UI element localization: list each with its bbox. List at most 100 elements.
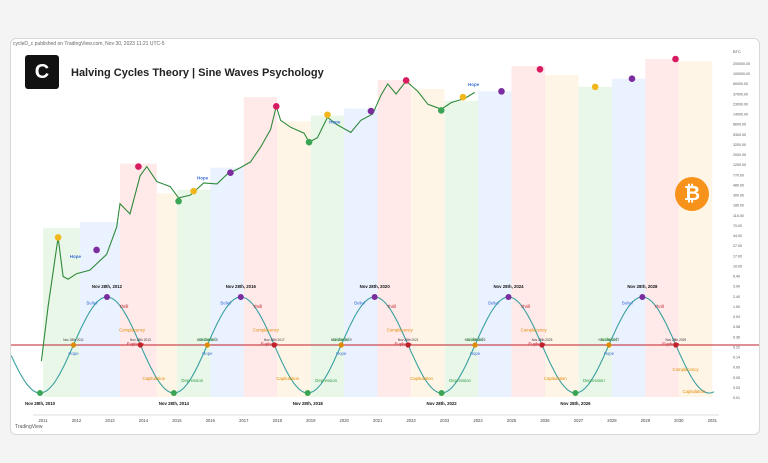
y-tick-label: 0.09 — [733, 366, 740, 370]
bitcoin-icon: ₿ — [675, 177, 709, 211]
cycle-band-9 — [344, 108, 378, 397]
crossing-label: Nov 28th 2013 — [130, 338, 151, 342]
baseline-crossing-dot — [472, 342, 478, 348]
phase-label: Euphoria — [127, 341, 145, 346]
y-tick-label: 300.00 — [733, 194, 744, 198]
crossing-label: Nov 28th 2017 — [264, 338, 285, 342]
sine-trough-dot — [170, 390, 177, 396]
cycle-band-10 — [377, 80, 412, 397]
cycle-band-5 — [210, 167, 244, 397]
phase-label: Hope — [68, 351, 79, 356]
phase-label: Thrill — [521, 304, 530, 309]
y-tick-label: 3.90 — [733, 285, 740, 289]
x-tick-label: 2025 — [507, 418, 517, 423]
baseline-crossing-dot — [271, 342, 277, 348]
y-tick-label: 0.58 — [733, 325, 740, 329]
y-tick-label: 17.00 — [733, 254, 742, 258]
x-tick-label: 2018 — [273, 418, 283, 423]
y-tick-label: 2.40 — [733, 295, 740, 299]
crossing-label: Nov 28th 2015 — [197, 338, 218, 342]
x-tick-label: 2029 — [641, 418, 651, 423]
y-tick-label: 1.50 — [733, 305, 740, 309]
cycle-band-18 — [645, 59, 679, 397]
phase-label: Hope — [604, 351, 615, 356]
cycle-band-19 — [678, 61, 713, 397]
phase-label: Euphoria — [528, 341, 546, 346]
y-tick-label: 5300.00 — [733, 133, 746, 137]
y-tick-label: 1250.00 — [733, 163, 746, 167]
baseline-crossing-dot — [137, 342, 144, 348]
phase-label: Hope — [470, 351, 481, 356]
peak-date-label: Nov 28th, 2016 — [226, 284, 257, 289]
x-tick-label: 2019 — [306, 418, 316, 423]
cycle-marker-dot — [324, 111, 331, 119]
x-tick-label: 2020 — [340, 418, 350, 423]
cycle-marker-dot — [305, 138, 313, 146]
cycle-marker-dot — [190, 187, 197, 195]
phase-label: Belief — [87, 301, 99, 306]
baseline-crossing-dot — [204, 342, 210, 348]
bitcoin-symbol: ₿ — [683, 183, 701, 205]
price-hope-label: Hope — [197, 175, 209, 180]
x-tick-label: 2026 — [540, 418, 550, 423]
sine-peak-dot — [371, 294, 378, 300]
sine-trough-dot — [438, 390, 445, 396]
phase-label: Complacency — [119, 328, 146, 333]
y-tick-label: 100000.00 — [733, 72, 750, 76]
crossing-label: Nov 28th 2027 — [599, 338, 620, 342]
crossing-label: Nov 28th 2025 — [532, 338, 553, 342]
y-tick-label: 0.05 — [733, 376, 740, 380]
x-tick-label: 2014 — [139, 418, 149, 423]
phase-label: Capitulation — [410, 376, 433, 381]
phase-label: Euphoria — [662, 341, 680, 346]
cycle-band-3 — [156, 193, 177, 397]
phase-label: Thrill — [387, 304, 396, 309]
y-tick-label: 0.14 — [733, 356, 740, 360]
phase-label: Depression — [315, 378, 337, 383]
phase-label: Belief — [622, 301, 634, 306]
cycle-band-13 — [478, 91, 512, 397]
cycle-band-1 — [79, 222, 121, 397]
x-tick-label: 2028 — [607, 418, 617, 423]
price-hope-label: Hope — [70, 254, 82, 259]
crossing-label: Nov 28th 2011 — [63, 338, 84, 342]
cycle-marker-dot — [272, 103, 280, 110]
phase-label: Thrill — [119, 304, 128, 309]
x-tick-label: 2012 — [72, 418, 82, 423]
x-tick-label: 2031 — [708, 418, 718, 423]
phase-label: Euphoria — [261, 341, 279, 346]
crossing-label: Nov 28th 2023 — [465, 338, 486, 342]
y-tick-label: 480.00 — [733, 183, 744, 187]
sine-wave — [11, 296, 715, 394]
y-tick-label: 0.22 — [733, 345, 740, 349]
phase-label: Complacency — [521, 328, 548, 333]
baseline-crossing-dot — [606, 342, 612, 348]
y-tick-label: 23000.00 — [733, 102, 748, 106]
crossing-label: Nov 28th 2021 — [398, 338, 419, 342]
phase-label: Disbelief — [467, 337, 484, 342]
phase-label: Disbelief — [601, 337, 618, 342]
chart-title: Halving Cycles Theory | Sine Waves Psych… — [71, 67, 324, 79]
phase-label: Euphoria — [395, 341, 413, 346]
y-tick-label: 0.03 — [733, 386, 740, 390]
chart-svg: 200000.00 100000.00 60000.00 37000.00 23000.… — [11, 49, 759, 423]
brand-logo: C — [25, 55, 59, 89]
crossing-label: Nov 28th 2029 — [665, 338, 686, 342]
attribution-text: cycleD_c published on TradingView.com, N… — [13, 41, 165, 47]
baseline-crossing-dot — [70, 342, 77, 348]
phase-label: Thrill — [654, 304, 663, 309]
phase-label: Capitulation — [544, 376, 567, 381]
baseline-crossing-dot — [405, 342, 411, 348]
y-tick-label: 185.00 — [733, 204, 744, 208]
phase-label: Hope — [336, 351, 347, 356]
phase-label: Belief — [354, 301, 366, 306]
cycle-marker-dot — [54, 234, 62, 241]
x-tick-label: 2030 — [674, 418, 684, 423]
price-hope-label: Hope — [468, 82, 480, 87]
cycle-marker-dot — [498, 88, 505, 95]
sine-peak-dot — [103, 294, 110, 300]
sine-peak-dot — [639, 294, 646, 300]
chart-card: cycleD_c published on TradingView.com, N… — [10, 38, 760, 435]
price-hope-label: Hope — [329, 120, 341, 125]
y-tick-label: 8600.00 — [733, 123, 746, 127]
